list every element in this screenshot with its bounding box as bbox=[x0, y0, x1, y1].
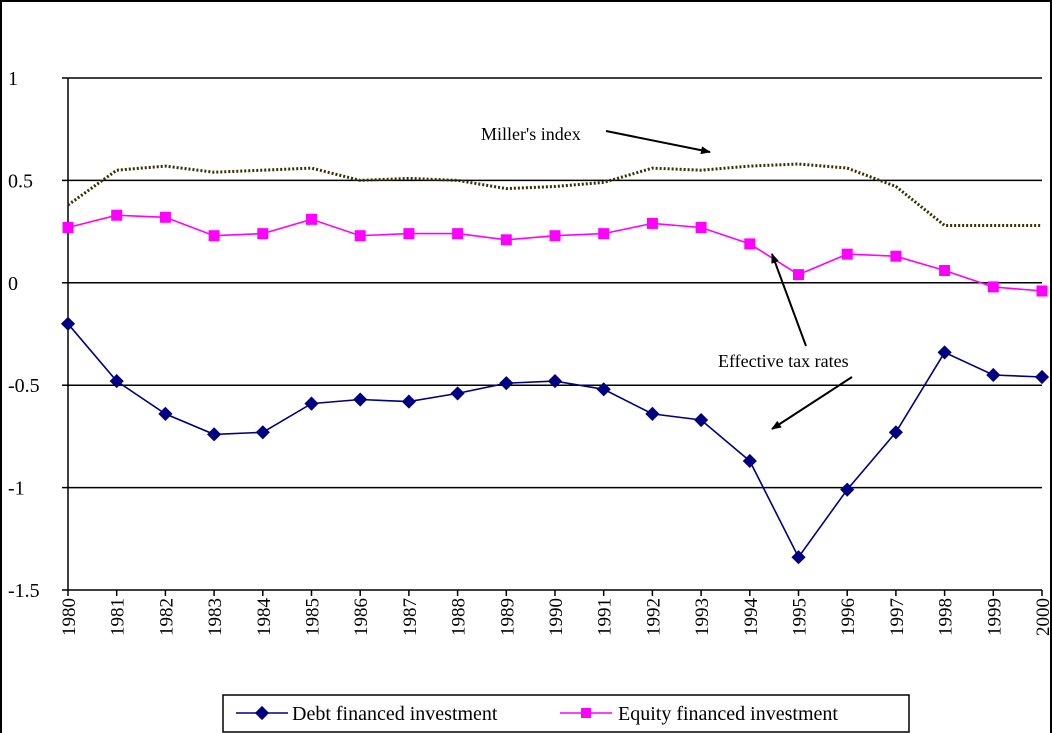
debt-point bbox=[60, 316, 76, 331]
gridlines bbox=[68, 77, 1042, 489]
debt-point bbox=[694, 412, 709, 428]
equity-point bbox=[939, 265, 951, 277]
debt-point bbox=[596, 382, 611, 397]
x-tick-label: 1981 bbox=[108, 598, 129, 636]
y-tick-label: 1 bbox=[8, 68, 18, 90]
debt-point bbox=[450, 386, 465, 401]
x-tick-label: 1995 bbox=[790, 598, 811, 636]
x-tick-label: 1997 bbox=[887, 598, 908, 636]
y-tick-label: -1.5 bbox=[8, 580, 40, 602]
series-layer bbox=[60, 162, 1050, 565]
debt-point bbox=[791, 550, 806, 565]
x-tick-label: 1993 bbox=[692, 598, 713, 636]
debt-point bbox=[986, 367, 1001, 383]
x-tick-label: 1986 bbox=[351, 598, 372, 636]
equity-point bbox=[403, 228, 415, 240]
equity-point bbox=[695, 222, 707, 234]
x-tick-label: 1991 bbox=[595, 598, 616, 636]
debt-point bbox=[255, 425, 270, 440]
debt-point bbox=[937, 345, 952, 360]
equity-point bbox=[646, 217, 658, 229]
x-axis: 1980 1981 1982 1983 1984 1985 1986 1987 1988 1989… bbox=[59, 589, 1052, 637]
legend-equity-marker bbox=[581, 708, 591, 718]
x-tick-label: 1999 bbox=[984, 598, 1005, 636]
x-tick-label: 1990 bbox=[546, 598, 567, 636]
legend-debt-label: Debt financed investment bbox=[292, 703, 498, 725]
equity-point bbox=[890, 250, 902, 262]
x-tick-label: 1982 bbox=[156, 598, 177, 636]
annotation-effective-tax-rates: Effective tax rates bbox=[718, 351, 849, 371]
debt-point bbox=[401, 394, 416, 409]
x-tick-label: 1996 bbox=[838, 598, 859, 636]
equity-point bbox=[1036, 285, 1048, 297]
debt-point bbox=[547, 374, 563, 389]
equity-point bbox=[987, 281, 999, 293]
x-tick-label: 1980 bbox=[59, 598, 80, 636]
x-tick-label: 1988 bbox=[449, 598, 470, 636]
arrow-effective-to-equity bbox=[771, 253, 807, 347]
y-tick-label: 0 bbox=[8, 273, 18, 295]
legend-equity-label: Equity financed investment bbox=[618, 703, 838, 725]
x-tick-label: 1992 bbox=[643, 598, 664, 636]
equity-point bbox=[793, 269, 804, 281]
arrow-millers-index bbox=[605, 130, 711, 155]
equity-point bbox=[549, 230, 561, 242]
y-tick-label: 0.5 bbox=[8, 170, 33, 192]
x-tick-label: 1987 bbox=[400, 598, 421, 636]
x-tick-label: 1994 bbox=[741, 598, 762, 637]
debt-point bbox=[1034, 369, 1050, 385]
x-tick-label: 2000 bbox=[1033, 598, 1052, 636]
legend-item-debt: Debt financed investment bbox=[236, 703, 498, 725]
legend-item-equity: Equity financed investment bbox=[560, 703, 838, 725]
debt-point bbox=[158, 406, 173, 421]
x-tick-label: 1998 bbox=[936, 598, 957, 636]
debt-point bbox=[499, 376, 514, 391]
annotation-millers-index: Miller's index bbox=[481, 124, 581, 144]
legend: Debt financed investment Equity financed… bbox=[222, 694, 910, 733]
debt-point bbox=[304, 396, 319, 411]
equity-point bbox=[208, 230, 220, 242]
equity-point bbox=[744, 238, 756, 250]
equity-point bbox=[598, 228, 610, 240]
legend-debt-marker bbox=[254, 705, 270, 721]
y-axis: 1 0.5 0 -0.5 -1 -1.5 bbox=[8, 68, 69, 602]
series-line-2 bbox=[67, 162, 1042, 227]
arrow-effective-to-debt bbox=[771, 376, 853, 430]
x-tick-label: 1985 bbox=[303, 598, 324, 636]
equity-point bbox=[306, 213, 317, 225]
debt-point bbox=[109, 374, 124, 389]
equity-point bbox=[354, 230, 366, 242]
x-tick-label: 1989 bbox=[497, 598, 518, 636]
x-tick-label: 1983 bbox=[205, 598, 226, 636]
equity-point bbox=[111, 209, 123, 221]
equity-point bbox=[452, 228, 464, 240]
debt-point bbox=[840, 482, 855, 497]
debt-point bbox=[888, 425, 903, 440]
debt-point bbox=[645, 406, 660, 421]
equity-point bbox=[500, 234, 512, 246]
debt-point bbox=[207, 427, 222, 442]
y-tick-label: -1 bbox=[8, 478, 25, 500]
x-tick-label: 1984 bbox=[254, 598, 275, 637]
equity-point bbox=[841, 248, 853, 260]
y-tick-label: -0.5 bbox=[8, 375, 40, 397]
debt-point bbox=[353, 392, 368, 407]
debt-point bbox=[742, 453, 757, 469]
equity-point bbox=[257, 228, 269, 240]
equity-point bbox=[159, 211, 171, 223]
equity-point bbox=[62, 222, 74, 234]
